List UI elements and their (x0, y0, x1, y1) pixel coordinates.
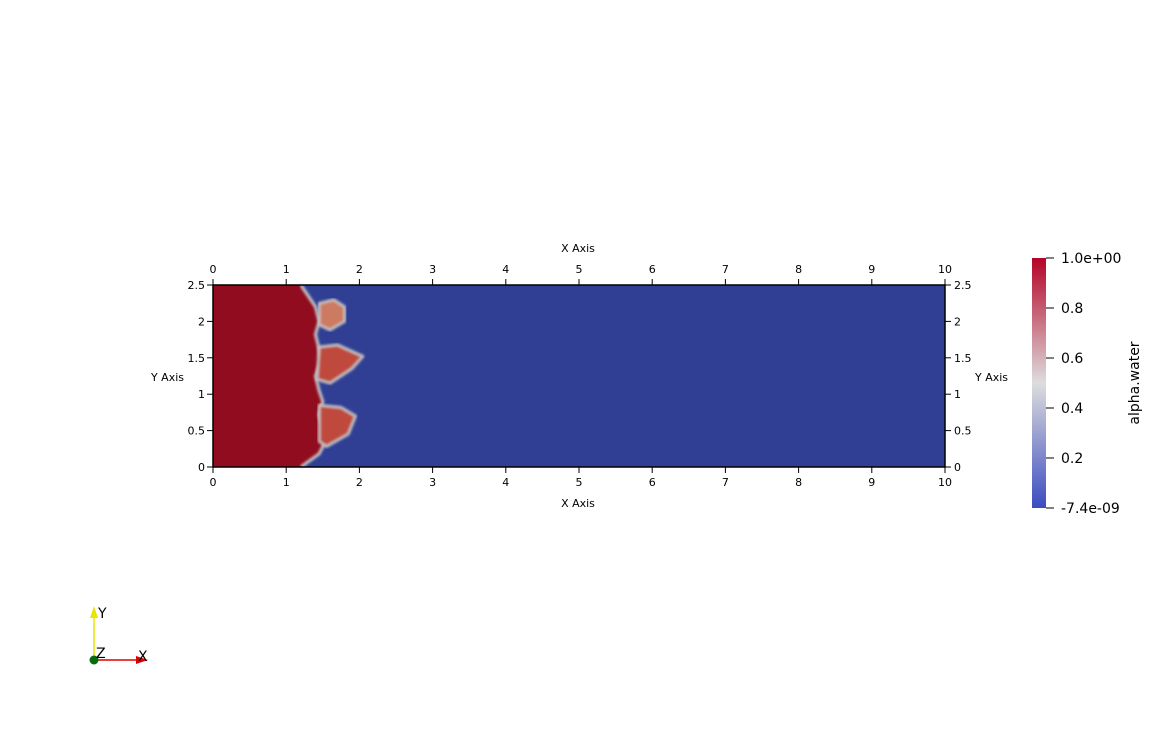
y-tick-label-right: 2.5 (954, 279, 972, 292)
x-tick-label-top: 9 (868, 263, 875, 276)
water-blobs (315, 298, 365, 448)
orientation-y-arrowhead (90, 606, 98, 618)
x-tick-label-top: 8 (795, 263, 802, 276)
y-tick-label-right: 1.5 (954, 352, 972, 365)
x-tick-label-bottom: 4 (502, 476, 509, 489)
colorbar-bar (1032, 258, 1046, 508)
orientation-x-label: X (138, 649, 148, 665)
y-tick-label-right: 0 (954, 461, 961, 474)
simulation-domain (212, 284, 946, 469)
y-tick-label-left: 2 (198, 315, 205, 328)
x-tick-label-top: 6 (649, 263, 656, 276)
x-axis-title-bottom: X Axis (561, 497, 595, 510)
orientation-x-arrowhead (136, 656, 148, 664)
colorbar-tick-label: 0.6 (1061, 351, 1083, 367)
x-tick-label-bottom: 1 (283, 476, 290, 489)
x-tick-label-top: 7 (722, 263, 729, 276)
orientation-z-axis (89, 655, 99, 665)
x-tick-label-top: 4 (502, 263, 509, 276)
colorbar-tick-label: 0.2 (1061, 451, 1083, 467)
x-tick-label-top: 10 (938, 263, 952, 276)
x-axis-title-top: X Axis (561, 242, 595, 255)
x-tick-label-bottom: 0 (210, 476, 217, 489)
orientation-z-label: Z (96, 646, 106, 662)
x-tick-label-top: 0 (210, 263, 217, 276)
colorbar-tick-label: -7.4e-09 (1061, 501, 1120, 517)
x-tick-label-bottom: 9 (868, 476, 875, 489)
y-tick-label-left: 1.5 (188, 352, 206, 365)
y-tick-label-left: 2.5 (188, 279, 206, 292)
water-region (213, 285, 327, 467)
y-tick-label-left: 0 (198, 461, 205, 474)
x-tick-label-bottom: 2 (356, 476, 363, 489)
x-tick-label-bottom: 8 (795, 476, 802, 489)
water-blob (315, 343, 365, 385)
colorbar: 1.0e+00 0.8 0.6 0.4 0.2 -7.4e-09 alpha.water (1032, 251, 1143, 517)
colorbar-ticks: 1.0e+00 0.8 0.6 0.4 0.2 -7.4e-09 (1046, 251, 1121, 517)
colorbar-tick-label: 0.8 (1061, 301, 1083, 317)
x-tick-label-bottom: 3 (429, 476, 436, 489)
x-tick-label-top: 2 (356, 263, 363, 276)
y-tick-label-right: 2 (954, 315, 961, 328)
x-tick-label-bottom: 6 (649, 476, 656, 489)
y-axis-title-right: Y Axis (974, 371, 1008, 384)
x-tick-label-top: 5 (576, 263, 583, 276)
y-tick-label-left: 1 (198, 388, 205, 401)
y-tick-label-right: 1 (954, 388, 961, 401)
water-blob (317, 298, 347, 332)
water-blob (317, 403, 357, 448)
x-tick-label-bottom: 10 (938, 476, 952, 489)
x-tick-label-top: 3 (429, 263, 436, 276)
colorbar-tick-label: 1.0e+00 (1061, 251, 1121, 267)
y-axis-title-left: Y Axis (150, 371, 184, 384)
x-tick-label-bottom: 7 (722, 476, 729, 489)
colorbar-tick-label: 0.4 (1061, 401, 1083, 417)
y-tick-label-left: 0.5 (188, 425, 206, 438)
x-tick-label-bottom: 5 (576, 476, 583, 489)
colorbar-title: alpha.water (1127, 341, 1143, 424)
orientation-axes-widget[interactable]: Y X Z (89, 606, 149, 665)
orientation-y-label: Y (97, 606, 107, 622)
y-tick-label-right: 0.5 (954, 425, 972, 438)
x-tick-label-top: 1 (283, 263, 290, 276)
